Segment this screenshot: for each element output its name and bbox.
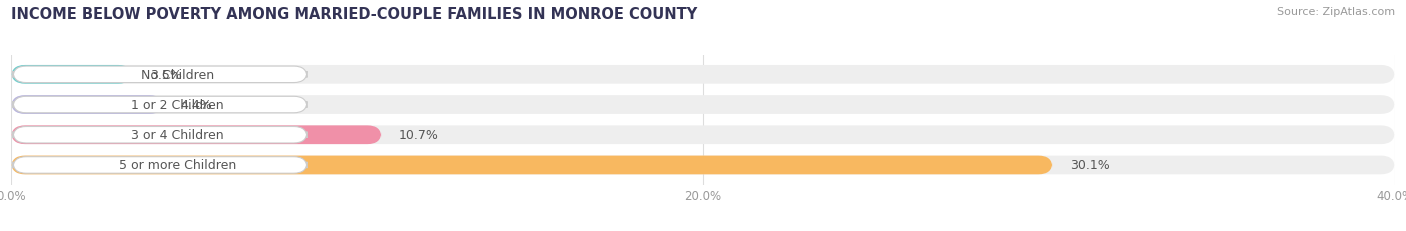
Text: No Children: No Children xyxy=(141,69,214,82)
Text: 5 or more Children: 5 or more Children xyxy=(118,159,236,172)
Text: Source: ZipAtlas.com: Source: ZipAtlas.com xyxy=(1277,7,1395,17)
FancyBboxPatch shape xyxy=(13,127,307,143)
FancyBboxPatch shape xyxy=(11,66,1395,84)
Text: 10.7%: 10.7% xyxy=(399,129,439,142)
Text: 3.5%: 3.5% xyxy=(149,69,181,82)
FancyBboxPatch shape xyxy=(11,96,163,114)
FancyBboxPatch shape xyxy=(13,157,307,173)
FancyBboxPatch shape xyxy=(11,156,1395,175)
FancyBboxPatch shape xyxy=(11,156,1052,175)
FancyBboxPatch shape xyxy=(13,97,307,113)
Text: INCOME BELOW POVERTY AMONG MARRIED-COUPLE FAMILIES IN MONROE COUNTY: INCOME BELOW POVERTY AMONG MARRIED-COUPL… xyxy=(11,7,697,22)
Text: 3 or 4 Children: 3 or 4 Children xyxy=(131,129,224,142)
FancyBboxPatch shape xyxy=(11,126,381,144)
FancyBboxPatch shape xyxy=(13,67,307,83)
FancyBboxPatch shape xyxy=(11,66,132,84)
Text: 4.4%: 4.4% xyxy=(181,99,212,112)
Text: 1 or 2 Children: 1 or 2 Children xyxy=(131,99,224,112)
FancyBboxPatch shape xyxy=(11,96,1395,114)
FancyBboxPatch shape xyxy=(11,126,1395,144)
Text: 30.1%: 30.1% xyxy=(1070,159,1109,172)
